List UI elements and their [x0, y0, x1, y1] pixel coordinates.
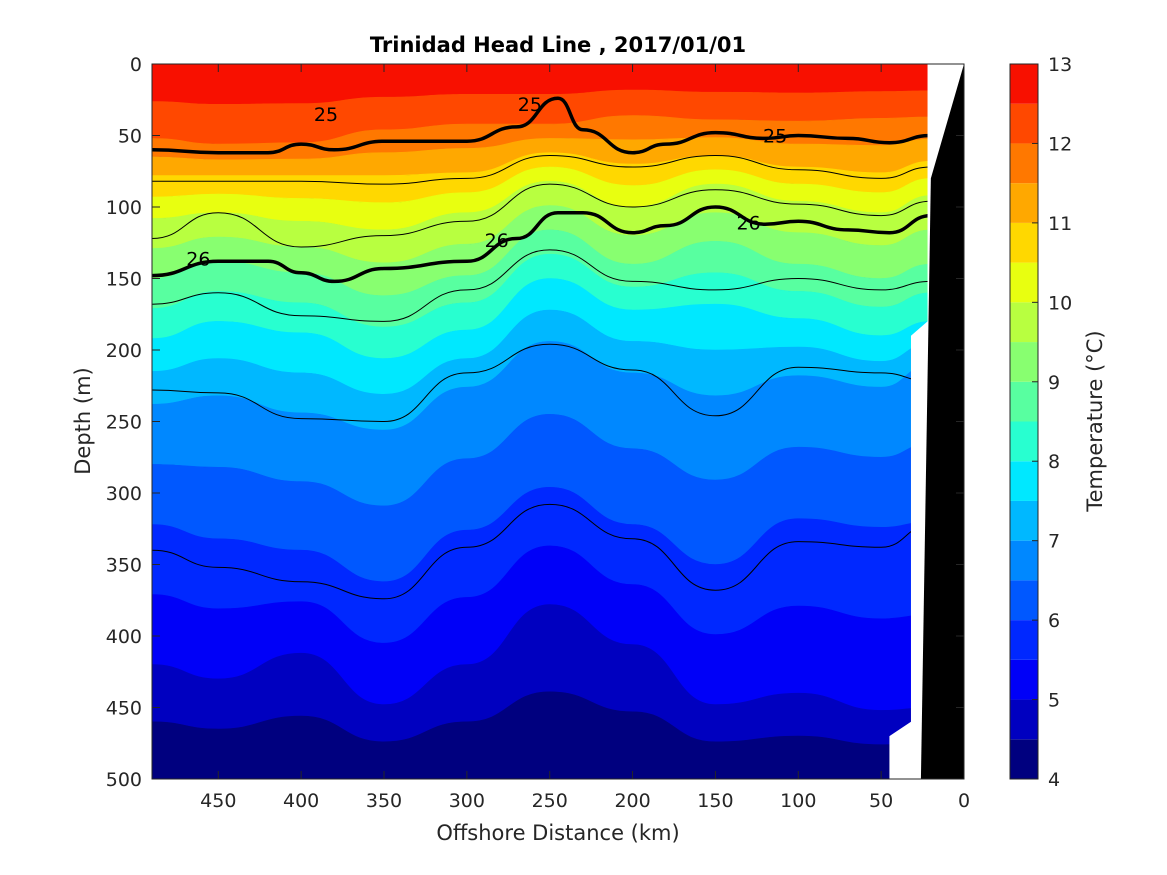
colorbar-swatch: [1010, 580, 1038, 621]
y-tick-label: 250: [106, 412, 142, 434]
x-tick-label: 300: [449, 790, 485, 812]
colorbar-tick-label: 6: [1048, 610, 1060, 632]
colorbar-swatch: [1010, 739, 1038, 779]
y-tick-label: 0: [130, 54, 142, 76]
contour-label: 25: [763, 126, 787, 148]
colorbar-tick-label: 4: [1048, 769, 1060, 791]
colorbar-swatch: [1010, 699, 1038, 740]
colorbar-swatch: [1010, 302, 1038, 343]
y-tick-label: 50: [118, 126, 142, 148]
colorbar-frame: [1009, 63, 1039, 780]
x-axis: 450 400 350 300 250 200 150 100 50 0: [200, 64, 970, 812]
y-tick-label: 400: [106, 626, 142, 648]
colorbar-swatch: [1010, 421, 1038, 462]
x-axis-label: Offshore Distance (km): [436, 821, 679, 845]
colorbar-swatch: [1010, 540, 1038, 581]
colorbar-tick-label: 11: [1048, 213, 1072, 235]
colorbar-swatch: [1010, 500, 1038, 541]
colorbar: 4 5 6 7 8 9 10 11 12 13: [1009, 54, 1072, 791]
contour-label: 26: [736, 213, 760, 235]
thin-contour-line: [152, 183, 931, 248]
colorbar-tick-label: 13: [1048, 54, 1072, 76]
contour-labels: 25 25 25 26 26 26: [186, 94, 787, 270]
x-tick-label: 150: [697, 790, 733, 812]
colorbar-tick-label: 10: [1048, 292, 1072, 314]
temperature-band-top: [152, 64, 931, 104]
colorbar-swatch: [1010, 103, 1038, 144]
contour-label: 26: [485, 230, 509, 252]
temperature-bands: [152, 64, 932, 779]
y-tick-label: 500: [106, 769, 142, 791]
colorbar-swatch: [1010, 342, 1038, 382]
colorbar-tick-label: 8: [1048, 451, 1060, 473]
x-tick-label: 200: [614, 790, 650, 812]
x-tick-label: 50: [869, 790, 893, 812]
x-tick-label: 400: [283, 790, 319, 812]
contour-label: 25: [518, 94, 542, 116]
y-tick-label: 350: [106, 555, 142, 577]
plot-area: 25 25 25 26 26 26: [152, 64, 964, 779]
colorbar-swatch: [1010, 222, 1038, 263]
thin-contour-line: [152, 249, 931, 322]
y-tick-label: 300: [106, 483, 142, 505]
thin-contour-line: [152, 343, 931, 423]
colorbar-swatch: [1010, 659, 1038, 700]
contour-label: 25: [314, 104, 338, 126]
y-axis-label: Depth (m): [71, 367, 95, 474]
colorbar-tick-label: 7: [1048, 531, 1060, 553]
x-tick-label: 100: [780, 790, 816, 812]
y-tick-label: 200: [106, 340, 142, 362]
x-tick-label: 450: [200, 790, 236, 812]
colorbar-swatch: [1010, 183, 1038, 223]
x-tick-label: 0: [958, 790, 970, 812]
sigma-contour-lines: [152, 96, 932, 284]
y-axis: 0 50 100 150 200 250 300 350 400 450 500: [106, 54, 964, 791]
y-tick-label: 150: [106, 269, 142, 291]
y-tick-label: 100: [106, 197, 142, 219]
sigma-contour-26: [152, 205, 932, 284]
colorbar-swatch: [1010, 262, 1038, 303]
colorbar-swatch: [1010, 620, 1038, 660]
x-tick-label: 250: [532, 790, 568, 812]
x-tick-label: 350: [366, 790, 402, 812]
thin-contour-line: [152, 154, 931, 185]
y-tick-label: 450: [106, 698, 142, 720]
colorbar-swatch: [1010, 143, 1038, 184]
chart-title: Trinidad Head Line , 2017/01/01: [370, 33, 746, 57]
land-mask: [920, 64, 964, 779]
colorbar-label: Temperature (°C): [1083, 330, 1107, 512]
contour-label: 26: [186, 248, 210, 270]
colorbar-tick-label: 5: [1048, 690, 1060, 712]
colorbar-swatch: [1010, 381, 1038, 422]
thin-contour-lines: [152, 154, 931, 600]
colorbar-tick-label: 9: [1048, 372, 1060, 394]
colorbar-swatch: [1010, 461, 1038, 501]
colorbar-swatch: [1010, 64, 1038, 104]
sigma-contour-25: [152, 96, 931, 155]
colorbar-tick-label: 12: [1048, 133, 1072, 155]
thin-contour-line: [152, 503, 931, 600]
coastal-mask: [889, 64, 964, 779]
